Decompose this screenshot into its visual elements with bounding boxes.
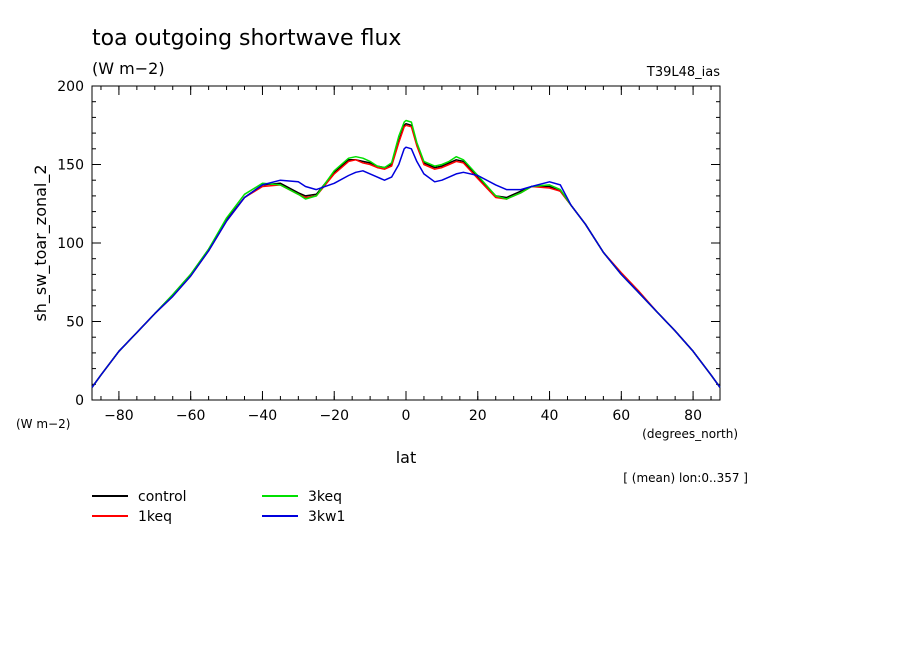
x-tick-label: −80 <box>104 408 134 424</box>
y-tick-label: 200 <box>57 79 84 95</box>
y-tick-label: 50 <box>66 315 84 331</box>
y-tick-label: 150 <box>57 158 84 174</box>
y-axis-unit: (W m−2) <box>16 417 70 431</box>
legend-label-1keq: 1keq <box>138 509 172 525</box>
series-line-3kw1 <box>91 146 721 388</box>
x-tick-label: 80 <box>684 408 702 424</box>
plot-area: −80 −60 −40 −20 0 20 40 60 80 0 50 100 150 200 <box>57 79 721 424</box>
x-tick-label: 0 <box>402 408 411 424</box>
x-tick-label: −60 <box>176 408 206 424</box>
legend-label-3kw1: 3kw1 <box>308 509 345 525</box>
legend-label-3keq: 3keq <box>308 489 342 505</box>
x-tick-label: −40 <box>248 408 278 424</box>
x-axis-label: lat <box>396 448 417 467</box>
x-axis-unit: (degrees_north) <box>642 427 738 441</box>
footnote: [ (mean) lon:0..357 ] <box>623 471 748 485</box>
x-tick-label: −20 <box>319 408 349 424</box>
y-axis-label: sh_sw_toar_zonal_2 <box>31 164 51 321</box>
run-label: T39L48_ias <box>646 65 720 80</box>
chart-subtitle: (W m−2) <box>92 59 165 78</box>
legend: control 1keq 3keq 3kw1 <box>92 489 345 525</box>
x-tick-label: 20 <box>469 408 487 424</box>
y-tick-label: 100 <box>57 236 84 252</box>
x-tick-label: 40 <box>541 408 559 424</box>
chart-title: toa outgoing shortwave flux <box>92 26 401 51</box>
y-tick-label: 0 <box>75 393 84 409</box>
legend-label-control: control <box>138 489 187 505</box>
x-tick-label: 60 <box>612 408 630 424</box>
